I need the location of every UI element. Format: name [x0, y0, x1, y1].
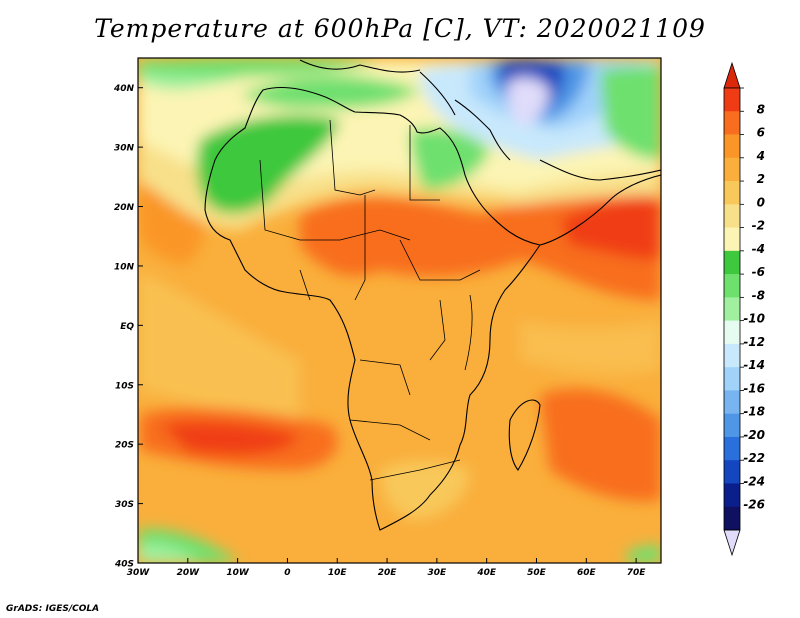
- colorbar-swatch: [724, 274, 740, 298]
- lat-tick-label: 10N: [114, 262, 135, 272]
- colorbar-label: 2: [757, 172, 765, 186]
- lat-tick-label: EQ: [120, 322, 134, 332]
- colorbar-label: -12: [743, 335, 765, 349]
- lon-tick-label: 0: [284, 568, 290, 578]
- colorbar-swatch: [724, 88, 740, 112]
- lon-tick-label: 30E: [428, 568, 448, 578]
- lon-tick-label: 40E: [476, 568, 497, 578]
- map-title: Temperature at 600hPa [C], VT: 202002110…: [94, 14, 706, 43]
- colorbar-label: -24: [743, 474, 765, 488]
- colorbar-bottom-arrow: [723, 529, 741, 557]
- colorbar-swatch: [724, 134, 740, 159]
- temperature-field: [138, 58, 661, 563]
- colorbar-label: -22: [743, 451, 765, 465]
- lat-tick-label: 30S: [115, 500, 134, 510]
- lat-tick-label: 40N: [113, 84, 135, 94]
- colorbar-swatch: [724, 367, 740, 391]
- lon-tick-label: 10W: [226, 568, 250, 578]
- colorbar-label: 6: [757, 126, 765, 140]
- colorbar-label: -20: [743, 428, 765, 442]
- colorbar-swatch: [724, 413, 740, 438]
- longitude-axis: 30W 20W 10W 0 10E 20E 30E 40E 50E 60E 70E: [127, 558, 647, 578]
- map-frame: [137, 57, 662, 564]
- colorbar-swatch: [724, 343, 740, 368]
- colorbar-top-arrow: [723, 61, 741, 89]
- colorbar-swatch: [724, 111, 740, 135]
- colorbar-label: -8: [752, 288, 765, 302]
- colorbar-label: -4: [752, 242, 765, 256]
- colorbar-swatch: [724, 157, 740, 182]
- lat-tick-label: 20S: [115, 441, 134, 451]
- colorbar-label: -26: [743, 498, 765, 512]
- lon-tick-label: 20E: [378, 568, 398, 578]
- lat-tick-label: 30N: [114, 144, 135, 154]
- colorbar-label: 4: [756, 149, 765, 163]
- lon-tick-label: 20W: [177, 568, 201, 578]
- colorbar-swatch: [724, 460, 740, 484]
- lat-tick-label: 10S: [115, 381, 134, 391]
- colorbar-label: -6: [752, 265, 765, 279]
- colorbar: 8 6 4 2 0 -2 -4 -6 -8 -10 -12 -14 -16 -18 -20 -22 -24 -26: [723, 61, 765, 557]
- colorbar-label: -18: [743, 405, 765, 419]
- lat-tick-label: 20N: [114, 203, 135, 213]
- colorbar-swatch: [724, 250, 740, 275]
- colorbar-swatch: [724, 390, 740, 414]
- lon-tick-label: 50E: [527, 568, 547, 578]
- lon-tick-label: 10E: [328, 568, 348, 578]
- grads-credit: GrADS: IGES/COLA: [6, 604, 100, 614]
- colorbar-swatch: [724, 506, 740, 531]
- coastlines: [204, 59, 661, 531]
- lon-tick-label: 70E: [627, 568, 647, 578]
- colorbar-swatch: [724, 227, 740, 252]
- colorbar-swatch: [724, 297, 740, 321]
- colorbar-swatch: [724, 436, 740, 461]
- colorbar-swatch: [724, 483, 740, 508]
- colorbar-label: -10: [743, 312, 765, 326]
- colorbar-label: 8: [757, 102, 765, 116]
- colorbar-swatch: [724, 320, 740, 345]
- latitude-axis: 40N 30N 20N 10N EQ 10S 20S 30S 40S: [113, 84, 143, 570]
- colorbar-label: -16: [743, 381, 765, 395]
- colorbar-label: -2: [752, 219, 765, 233]
- colorbar-swatch: [724, 204, 740, 228]
- lat-tick-label: 40S: [114, 560, 134, 570]
- country-borders: [259, 119, 481, 481]
- colorbar-swatch: [724, 181, 740, 205]
- colorbar-label: -14: [743, 358, 765, 372]
- lon-tick-label: 30W: [127, 568, 151, 578]
- colorbar-frame: [723, 87, 741, 531]
- lon-tick-label: 60E: [577, 568, 597, 578]
- colorbar-label: 0: [757, 195, 765, 209]
